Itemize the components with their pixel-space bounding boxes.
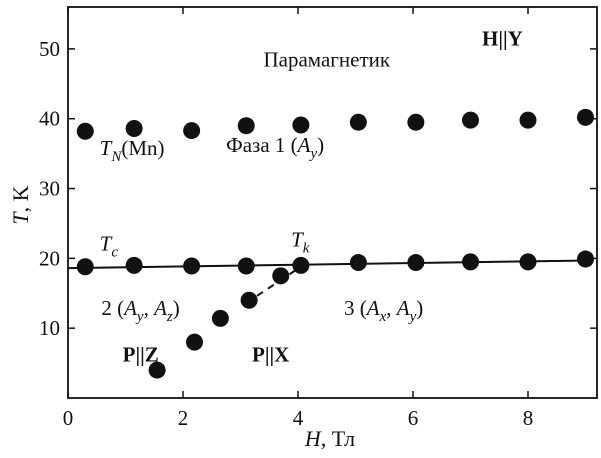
x-axis-title: H, Тл	[304, 426, 355, 451]
tc-point	[577, 250, 594, 268]
tk-dashed-line	[245, 265, 302, 304]
annotation-text: P	[252, 343, 265, 367]
annotation-text: Y	[508, 26, 523, 50]
tc-point	[125, 256, 143, 274]
tn-point	[577, 108, 594, 126]
px-point	[148, 361, 166, 379]
annotation-text: P	[123, 343, 136, 367]
annotation-text: z	[166, 309, 173, 325]
annotation-text: y	[135, 309, 144, 325]
axis-tick-labels: 0 2 4 6 8 10 20 30 40 50	[39, 37, 533, 430]
y-tick-label: 40	[39, 107, 60, 131]
annotation-text: Фаза 1 (	[226, 133, 298, 157]
tn-point	[292, 116, 310, 134]
tn-point	[237, 117, 255, 135]
annotation-tc-label: Tc	[100, 232, 119, 261]
annotation-text: )	[173, 296, 180, 320]
tc-point	[183, 257, 201, 275]
x-tick-label: 8	[523, 406, 534, 430]
annotation-text: ||	[265, 343, 274, 367]
tn-point	[125, 119, 143, 137]
tc-point	[519, 253, 537, 271]
annotation-tk-label: Tk	[291, 227, 310, 256]
plot-frame	[67, 6, 598, 399]
annotation-tn-mn: TN(Mn)	[100, 136, 165, 165]
annotation-text: H	[482, 26, 498, 50]
tn-point	[349, 113, 367, 131]
x-axis-variable: H	[304, 426, 322, 451]
annotation-text: Парамагнетик	[264, 47, 391, 71]
tc-point	[76, 258, 94, 276]
tn-point	[519, 111, 537, 129]
annotation-text: 3 (	[344, 296, 367, 320]
annotation-text: ||	[135, 343, 144, 367]
annotation-text: T	[100, 232, 113, 256]
tn-point	[407, 113, 425, 131]
tn-point	[76, 122, 94, 140]
x-tick-label: 0	[63, 406, 74, 430]
annotation-text: 2 (	[101, 296, 124, 320]
annotation-text: Z	[145, 343, 159, 367]
annotation-text: A	[152, 296, 167, 320]
annotation-p-z: P||Z	[123, 343, 159, 367]
annotation-text: )	[416, 296, 423, 320]
px-point	[272, 267, 290, 285]
annotation-paramagnet: Парамагнетик	[264, 47, 391, 71]
tn-point	[183, 122, 201, 140]
annotation-text: T	[291, 227, 304, 251]
chart-lines	[67, 259, 592, 304]
annotation-text: X	[274, 343, 289, 367]
px-point	[240, 291, 258, 309]
data-points	[76, 108, 594, 379]
px-point	[186, 333, 203, 351]
annotation-text: ,	[144, 296, 155, 320]
annotation-phase3: 3 (Ax, Ay)	[344, 296, 423, 325]
annotation-text: )	[317, 133, 324, 157]
annotation-text: A	[395, 296, 410, 320]
y-tick-label: 30	[39, 177, 60, 201]
annotation-text: ,	[386, 296, 397, 320]
px-point	[211, 309, 229, 327]
x-axis-unit: , Тл	[321, 426, 355, 451]
annotation-text: A	[122, 296, 137, 320]
y-axis-unit: , K	[8, 185, 33, 212]
annotation-phase2: 2 (Ay, Az)	[101, 296, 179, 325]
y-tick-label: 20	[39, 246, 60, 270]
x-tick-label: 6	[408, 406, 419, 430]
annotation-text: k	[303, 240, 310, 256]
axis-ticks	[67, 7, 597, 398]
y-tick-label: 50	[39, 37, 60, 61]
annotation-text: N	[110, 149, 122, 165]
annotation-text: T	[100, 136, 113, 160]
annotation-text: A	[296, 133, 311, 157]
annotation-text: (Mn)	[121, 136, 164, 160]
y-axis-title: T, K	[8, 185, 33, 224]
tc-fit-line	[67, 259, 592, 270]
y-axis-variable: T	[8, 211, 33, 225]
annotation-p-x: P||X	[252, 343, 289, 367]
annotation-phase1: Фаза 1 (Ay)	[226, 133, 324, 162]
tn-point	[462, 111, 479, 129]
x-tick-label: 2	[178, 406, 189, 430]
tc-point	[462, 253, 479, 271]
tc-point	[407, 254, 425, 272]
annotation-text: y	[408, 309, 417, 325]
y-tick-label: 10	[39, 316, 60, 340]
tc-point	[349, 254, 367, 272]
x-tick-label: 4	[293, 406, 304, 430]
annotation-text: ||	[498, 26, 507, 50]
annotation-text: c	[111, 245, 118, 261]
annotation-text: A	[365, 296, 380, 320]
tc-point	[237, 257, 255, 275]
annotation-text: x	[379, 309, 387, 325]
annotation-h-y: H||Y	[482, 26, 523, 50]
tc-point	[292, 256, 310, 274]
annotation-text: y	[308, 146, 317, 162]
